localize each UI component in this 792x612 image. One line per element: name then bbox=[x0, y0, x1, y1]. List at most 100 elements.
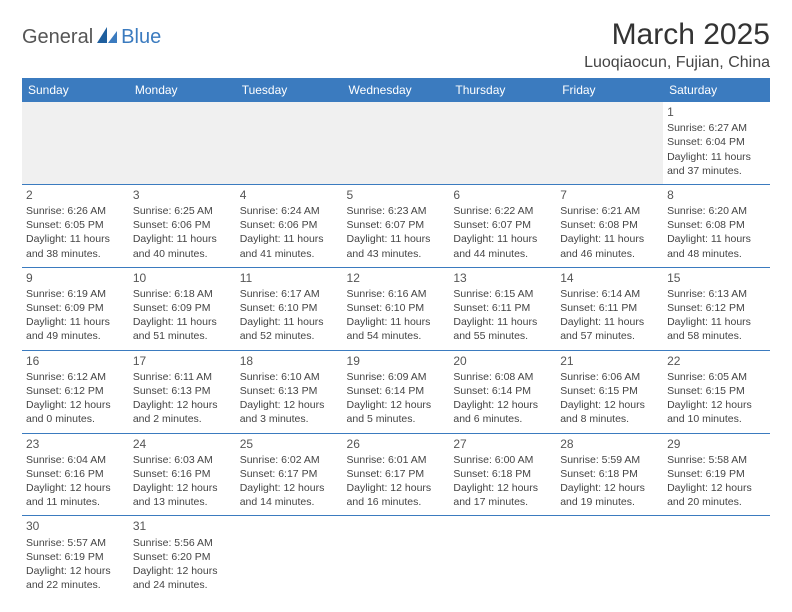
calendar-week-row: 9Sunrise: 6:19 AMSunset: 6:09 PMDaylight… bbox=[22, 267, 770, 350]
weekday-header: Monday bbox=[129, 78, 236, 102]
day-number: 26 bbox=[347, 436, 446, 452]
calendar-day-cell: 17Sunrise: 6:11 AMSunset: 6:13 PMDayligh… bbox=[129, 350, 236, 433]
daylight-text: Daylight: 11 hours and 44 minutes. bbox=[453, 232, 552, 260]
daylight-text: Daylight: 12 hours and 24 minutes. bbox=[133, 564, 232, 592]
calendar-day-cell: 5Sunrise: 6:23 AMSunset: 6:07 PMDaylight… bbox=[343, 184, 450, 267]
calendar-empty-cell bbox=[343, 516, 450, 598]
day-number: 16 bbox=[26, 353, 125, 369]
day-number: 1 bbox=[667, 104, 766, 120]
day-number: 28 bbox=[560, 436, 659, 452]
sunset-text: Sunset: 6:11 PM bbox=[560, 301, 659, 315]
sunset-text: Sunset: 6:15 PM bbox=[560, 384, 659, 398]
daylight-text: Daylight: 12 hours and 16 minutes. bbox=[347, 481, 446, 509]
calendar-empty-cell bbox=[236, 102, 343, 184]
sunrise-text: Sunrise: 6:19 AM bbox=[26, 287, 125, 301]
sunrise-text: Sunrise: 6:13 AM bbox=[667, 287, 766, 301]
sunset-text: Sunset: 6:20 PM bbox=[133, 550, 232, 564]
sunrise-text: Sunrise: 6:00 AM bbox=[453, 453, 552, 467]
daylight-text: Daylight: 12 hours and 6 minutes. bbox=[453, 398, 552, 426]
sunset-text: Sunset: 6:16 PM bbox=[133, 467, 232, 481]
sunset-text: Sunset: 6:07 PM bbox=[453, 218, 552, 232]
sunset-text: Sunset: 6:06 PM bbox=[133, 218, 232, 232]
sunset-text: Sunset: 6:12 PM bbox=[667, 301, 766, 315]
sunrise-text: Sunrise: 6:26 AM bbox=[26, 204, 125, 218]
sunset-text: Sunset: 6:16 PM bbox=[26, 467, 125, 481]
sunset-text: Sunset: 6:13 PM bbox=[133, 384, 232, 398]
sunset-text: Sunset: 6:14 PM bbox=[453, 384, 552, 398]
daylight-text: Daylight: 12 hours and 22 minutes. bbox=[26, 564, 125, 592]
calendar-day-cell: 20Sunrise: 6:08 AMSunset: 6:14 PMDayligh… bbox=[449, 350, 556, 433]
calendar-day-cell: 9Sunrise: 6:19 AMSunset: 6:09 PMDaylight… bbox=[22, 267, 129, 350]
calendar-day-cell: 11Sunrise: 6:17 AMSunset: 6:10 PMDayligh… bbox=[236, 267, 343, 350]
calendar-day-cell: 24Sunrise: 6:03 AMSunset: 6:16 PMDayligh… bbox=[129, 433, 236, 516]
day-number: 11 bbox=[240, 270, 339, 286]
sunrise-text: Sunrise: 6:14 AM bbox=[560, 287, 659, 301]
sunset-text: Sunset: 6:17 PM bbox=[347, 467, 446, 481]
calendar-empty-cell bbox=[449, 102, 556, 184]
day-number: 13 bbox=[453, 270, 552, 286]
daylight-text: Daylight: 11 hours and 49 minutes. bbox=[26, 315, 125, 343]
calendar-week-row: 16Sunrise: 6:12 AMSunset: 6:12 PMDayligh… bbox=[22, 350, 770, 433]
day-number: 12 bbox=[347, 270, 446, 286]
day-number: 4 bbox=[240, 187, 339, 203]
sunrise-text: Sunrise: 6:24 AM bbox=[240, 204, 339, 218]
daylight-text: Daylight: 12 hours and 11 minutes. bbox=[26, 481, 125, 509]
calendar-day-cell: 31 Sunrise: 5:56 AMSunset: 6:20 PMDayligh… bbox=[129, 516, 236, 598]
calendar-day-cell: 26Sunrise: 6:01 AMSunset: 6:17 PMDayligh… bbox=[343, 433, 450, 516]
daylight-text: Daylight: 11 hours and 54 minutes. bbox=[347, 315, 446, 343]
calendar-day-cell: 16Sunrise: 6:12 AMSunset: 6:12 PMDayligh… bbox=[22, 350, 129, 433]
daylight-text: Daylight: 12 hours and 5 minutes. bbox=[347, 398, 446, 426]
sunset-text: Sunset: 6:17 PM bbox=[240, 467, 339, 481]
daylight-text: Daylight: 12 hours and 17 minutes. bbox=[453, 481, 552, 509]
logo: General Blue bbox=[22, 26, 161, 49]
calendar-week-row: 2Sunrise: 6:26 AMSunset: 6:05 PMDaylight… bbox=[22, 184, 770, 267]
sunset-text: Sunset: 6:13 PM bbox=[240, 384, 339, 398]
daylight-text: Daylight: 11 hours and 38 minutes. bbox=[26, 232, 125, 260]
sunrise-text: Sunrise: 5:58 AM bbox=[667, 453, 766, 467]
weekday-header: Thursday bbox=[449, 78, 556, 102]
calendar-day-cell: 13Sunrise: 6:15 AMSunset: 6:11 PMDayligh… bbox=[449, 267, 556, 350]
sunrise-text: Sunrise: 6:22 AM bbox=[453, 204, 552, 218]
calendar-day-cell: 10Sunrise: 6:18 AMSunset: 6:09 PMDayligh… bbox=[129, 267, 236, 350]
day-number: 3 bbox=[133, 187, 232, 203]
calendar-empty-cell bbox=[129, 102, 236, 184]
calendar-empty-cell bbox=[556, 102, 663, 184]
daylight-text: Daylight: 11 hours and 55 minutes. bbox=[453, 315, 552, 343]
sunrise-text: Sunrise: 5:56 AM bbox=[133, 536, 232, 550]
sunset-text: Sunset: 6:19 PM bbox=[26, 550, 125, 564]
sunrise-text: Sunrise: 6:20 AM bbox=[667, 204, 766, 218]
day-number: 18 bbox=[240, 353, 339, 369]
daylight-text: Daylight: 12 hours and 2 minutes. bbox=[133, 398, 232, 426]
calendar-empty-cell bbox=[556, 516, 663, 598]
calendar-day-cell: 25Sunrise: 6:02 AMSunset: 6:17 PMDayligh… bbox=[236, 433, 343, 516]
day-number: 6 bbox=[453, 187, 552, 203]
sunrise-text: Sunrise: 6:15 AM bbox=[453, 287, 552, 301]
calendar-day-cell: 2Sunrise: 6:26 AMSunset: 6:05 PMDaylight… bbox=[22, 184, 129, 267]
month-title: March 2025 bbox=[584, 18, 770, 52]
calendar-empty-cell bbox=[663, 516, 770, 598]
sunset-text: Sunset: 6:10 PM bbox=[347, 301, 446, 315]
sunrise-text: Sunrise: 6:12 AM bbox=[26, 370, 125, 384]
day-number: 22 bbox=[667, 353, 766, 369]
calendar-day-cell: 1Sunrise: 6:27 AMSunset: 6:04 PMDaylight… bbox=[663, 102, 770, 184]
daylight-text: Daylight: 11 hours and 37 minutes. bbox=[667, 150, 766, 178]
calendar-day-cell: 22Sunrise: 6:05 AMSunset: 6:15 PMDayligh… bbox=[663, 350, 770, 433]
calendar-week-row: 23Sunrise: 6:04 AMSunset: 6:16 PMDayligh… bbox=[22, 433, 770, 516]
day-number: 8 bbox=[667, 187, 766, 203]
sunset-text: Sunset: 6:09 PM bbox=[26, 301, 125, 315]
calendar-day-cell: 4Sunrise: 6:24 AMSunset: 6:06 PMDaylight… bbox=[236, 184, 343, 267]
calendar-empty-cell bbox=[236, 516, 343, 598]
daylight-text: Daylight: 11 hours and 43 minutes. bbox=[347, 232, 446, 260]
daylight-text: Daylight: 11 hours and 46 minutes. bbox=[560, 232, 659, 260]
sunrise-text: Sunrise: 6:21 AM bbox=[560, 204, 659, 218]
sunrise-text: Sunrise: 6:17 AM bbox=[240, 287, 339, 301]
sunrise-text: Sunrise: 6:04 AM bbox=[26, 453, 125, 467]
logo-sail-icon bbox=[97, 27, 119, 48]
day-number: 31 bbox=[133, 518, 232, 534]
calendar-day-cell: 3Sunrise: 6:25 AMSunset: 6:06 PMDaylight… bbox=[129, 184, 236, 267]
daylight-text: Daylight: 11 hours and 48 minutes. bbox=[667, 232, 766, 260]
day-number: 23 bbox=[26, 436, 125, 452]
day-number: 19 bbox=[347, 353, 446, 369]
sunrise-text: Sunrise: 6:10 AM bbox=[240, 370, 339, 384]
sunrise-text: Sunrise: 6:02 AM bbox=[240, 453, 339, 467]
